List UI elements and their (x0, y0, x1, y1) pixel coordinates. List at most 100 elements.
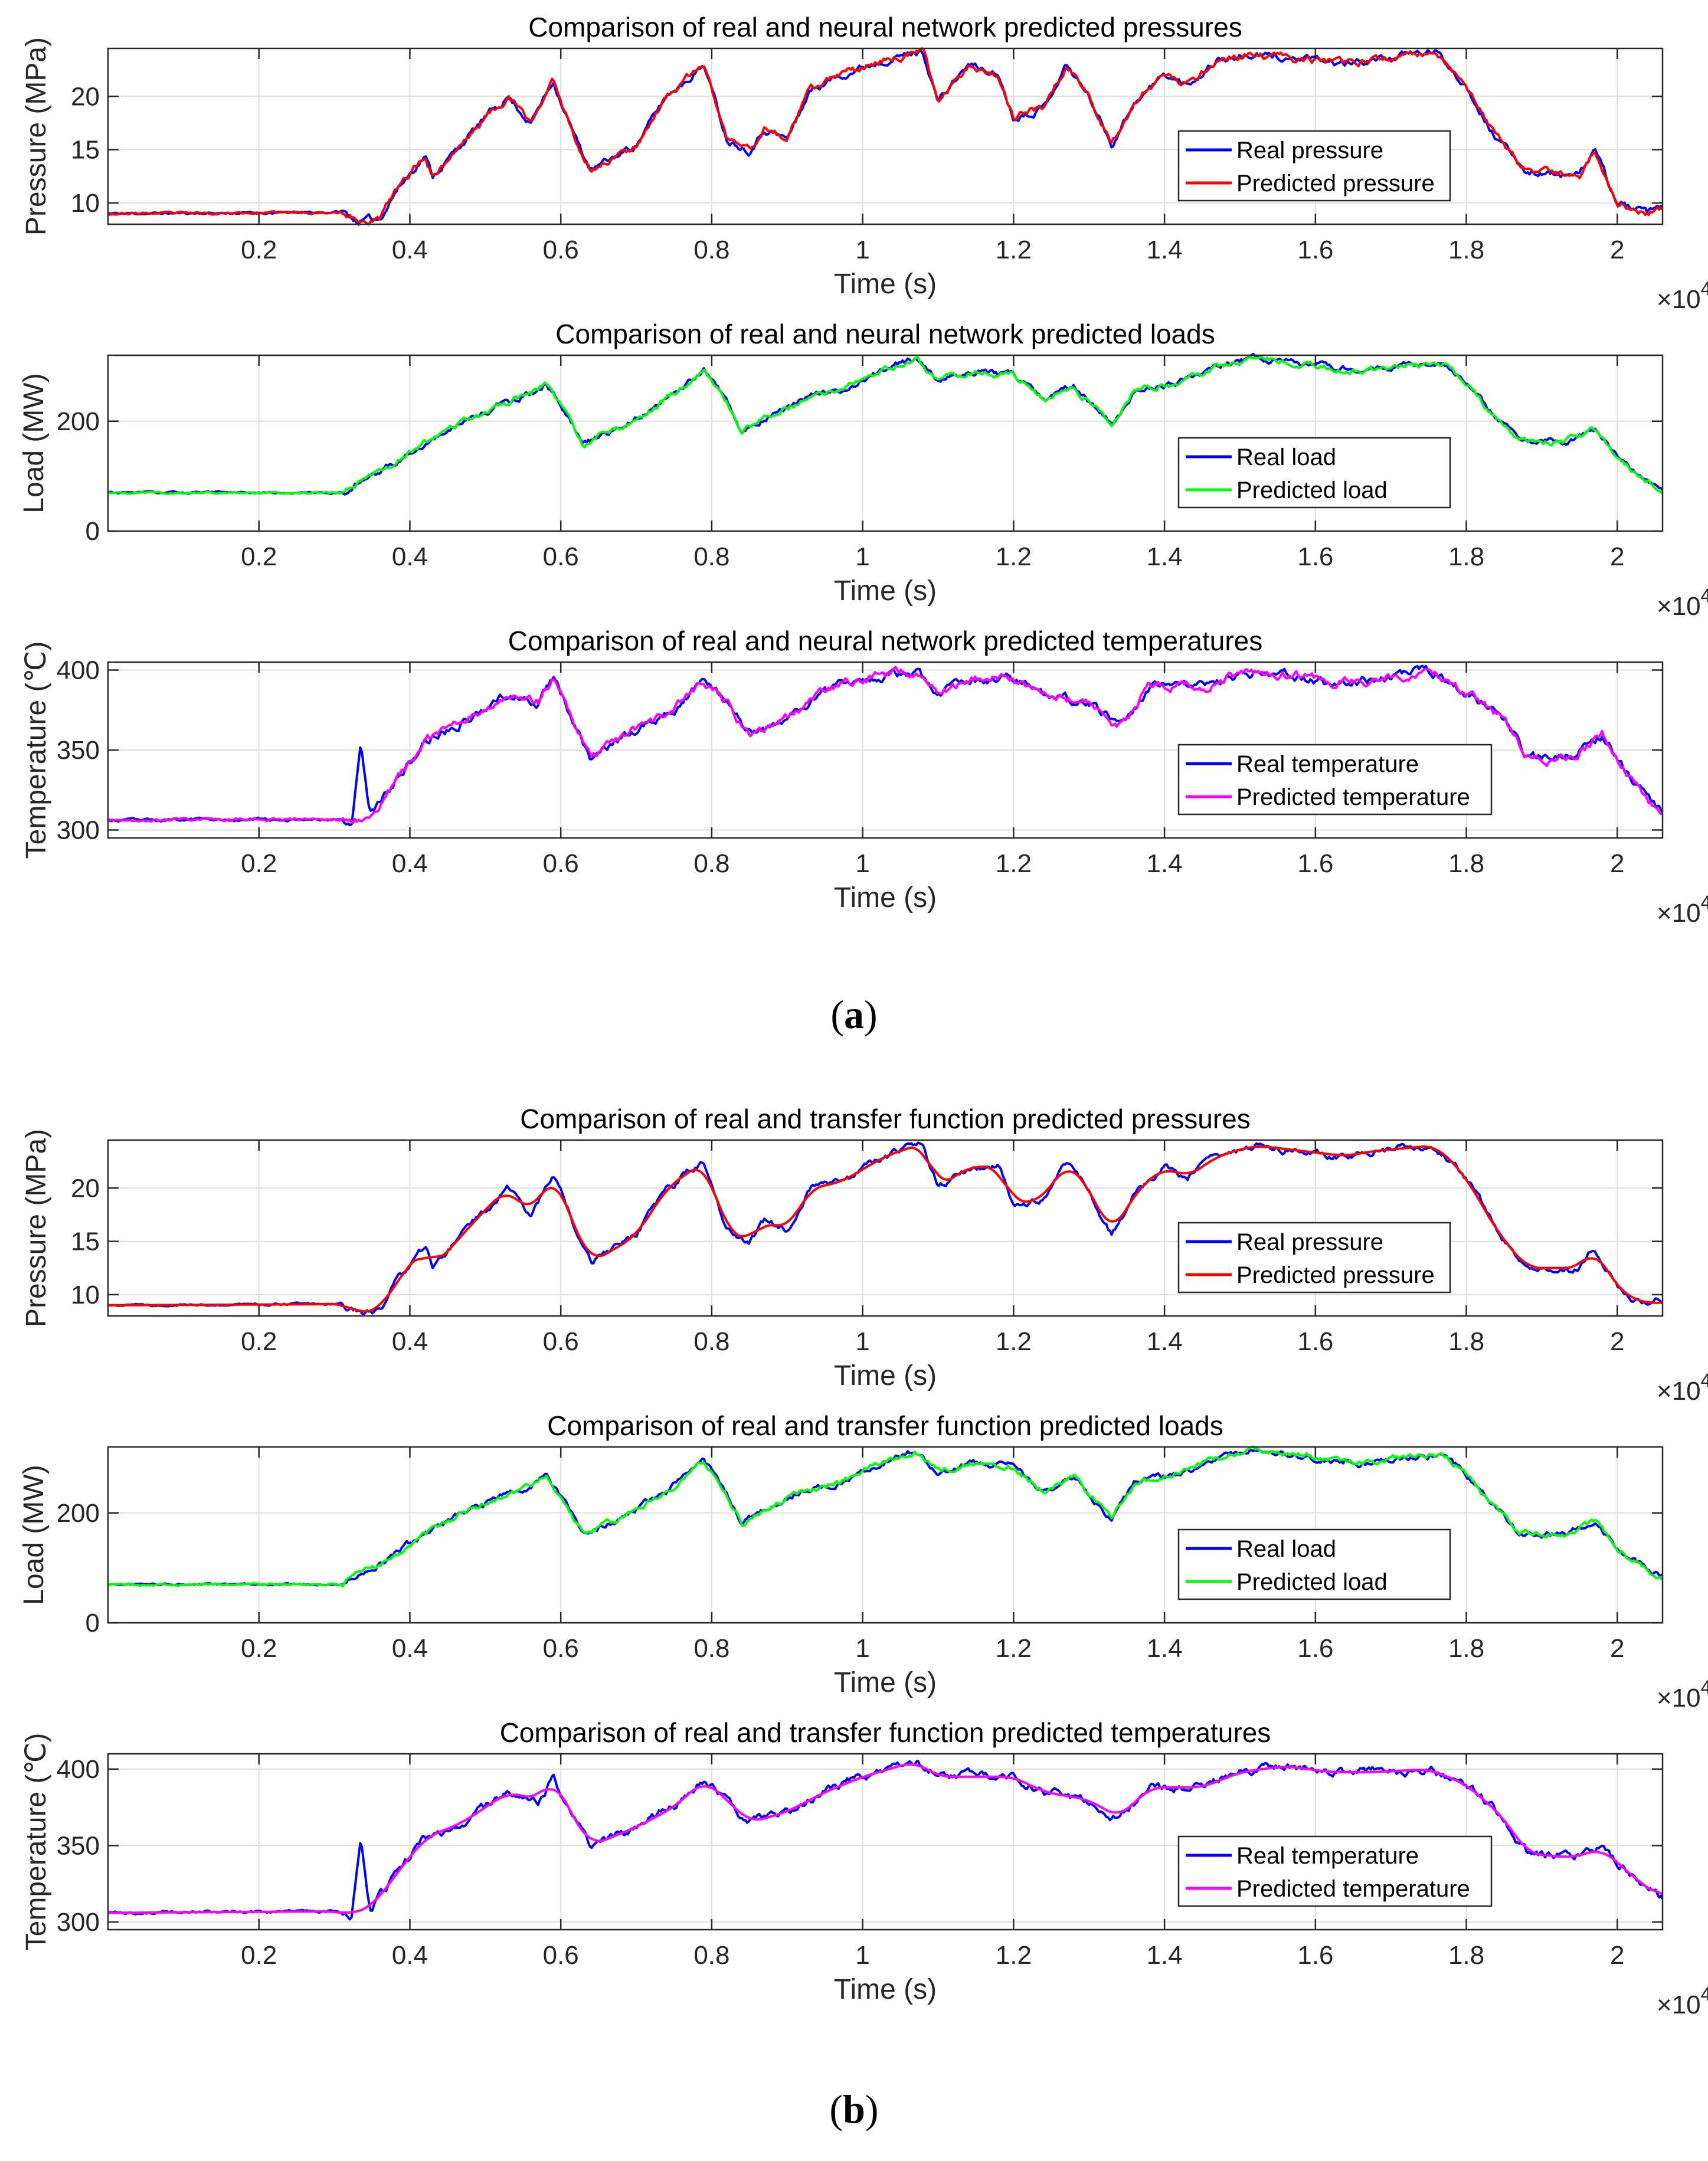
x-tick-label: 0.2 (241, 235, 277, 264)
x-tick-label: 1.8 (1448, 1327, 1484, 1356)
series-line-pred (108, 1145, 1663, 1313)
x-tick-label: 0.4 (392, 849, 428, 878)
legend-box (1177, 130, 1451, 202)
x-axis-label: Time (s) (834, 1360, 937, 1391)
x-tick-label: 0.6 (543, 542, 579, 571)
x-tick-label: 2 (1610, 542, 1624, 571)
y-axis-label: Pressure (MPa) (21, 37, 52, 235)
x-tick-label: 0.6 (543, 1941, 579, 1970)
series-line-pred (108, 1763, 1663, 1914)
x-tick-label: 1 (855, 1941, 869, 1970)
legend-label-real: Real load (1236, 1536, 1336, 1562)
x-tick-label: 1 (855, 1634, 869, 1663)
legend-label-pred: Predicted pressure (1236, 171, 1435, 197)
x-tick-label: 1.8 (1448, 542, 1484, 571)
y-axis-label: Temperature (℃) (21, 1733, 52, 1951)
chart-title: Comparison of real and transfer function… (520, 1104, 1251, 1134)
y-tick-label: 0 (86, 1609, 100, 1638)
x-exponent-label: ×104 (1657, 1983, 1708, 2019)
x-tick-label: 1.8 (1448, 235, 1484, 264)
y-tick-label: 400 (57, 656, 100, 685)
y-tick-label: 350 (57, 1831, 100, 1860)
axes-box (107, 1139, 1664, 1317)
y-tick-label: 300 (57, 1908, 100, 1937)
legend-box (1177, 1835, 1493, 1907)
x-exponent-label: ×104 (1657, 278, 1708, 314)
x-tick-label: 1.6 (1297, 1634, 1333, 1663)
legend-label-real: Real pressure (1236, 137, 1383, 163)
x-tick-label: 1.4 (1147, 1941, 1183, 1970)
x-tick-label: 0.6 (543, 1327, 579, 1356)
x-tick-label: 1.2 (996, 542, 1032, 571)
x-tick-label: 0.6 (543, 849, 579, 878)
axes-box (107, 47, 1664, 225)
legend-label-pred: Predicted load (1236, 1569, 1388, 1595)
chart-title: Comparison of real and transfer function… (500, 1717, 1271, 1748)
x-exponent-base: ×10 (1657, 1377, 1701, 1406)
chart-title: Comparison of real and neural network pr… (508, 626, 1262, 656)
x-tick-label: 0.4 (392, 1941, 428, 1970)
x-tick-label: 1.6 (1297, 235, 1333, 264)
x-tick-label: 1.6 (1297, 849, 1333, 878)
y-tick-label: 350 (57, 736, 100, 765)
x-tick-label: 0.4 (392, 542, 428, 571)
chart-a-temperature: 0.2 0.4 0.6 0.8 1 1.2 1.4 1.6 1.8 2 300 350 400 Compa… (21, 626, 1708, 928)
legend: Real temperature Predicted temperature (1177, 1835, 1493, 1907)
chart-a-load: 0.2 0.4 0.6 0.8 1 1.2 1.4 1.6 1.8 2 0 200 Comparison… (18, 319, 1708, 621)
x-tick-label: 1 (855, 542, 869, 571)
x-tick-label: 1 (855, 235, 869, 264)
x-exponent-label: ×104 (1657, 1677, 1708, 1713)
series-line-real (107, 352, 1664, 496)
x-tick-label: 0.4 (392, 1327, 428, 1356)
series-line-pred (107, 666, 1663, 824)
y-axis-label: Temperature (℃) (21, 641, 52, 859)
x-tick-label: 1.4 (1147, 235, 1183, 264)
x-tick-label: 0.2 (241, 849, 277, 878)
legend-label-pred: Predicted load (1236, 477, 1388, 503)
x-tick-label: 1.8 (1448, 1634, 1484, 1663)
y-tick-label: 200 (57, 407, 100, 436)
series-line-real (107, 49, 1664, 226)
legend-box (1177, 744, 1493, 816)
x-exponent-base: ×10 (1657, 592, 1701, 621)
legend-box (1177, 437, 1451, 509)
legend-label-real: Real temperature (1236, 751, 1419, 777)
x-axis-label: Time (s) (834, 1667, 937, 1698)
x-tick-label: 0.6 (543, 235, 579, 264)
x-tick-label: 0.2 (241, 1634, 277, 1663)
y-tick-label: 200 (57, 1499, 100, 1528)
y-tick-label: 20 (71, 1174, 100, 1203)
x-exponent-label: ×104 (1657, 892, 1708, 928)
x-tick-label: 0.8 (693, 1327, 729, 1356)
x-exponent-power: 4 (1701, 1370, 1708, 1391)
caption-b-label: b (843, 2087, 865, 2131)
x-tick-label: 2 (1610, 849, 1624, 878)
x-tick-label: 0.8 (693, 1941, 729, 1970)
x-tick-label: 1.6 (1297, 542, 1333, 571)
chart-a-pressure: 0.2 0.4 0.6 0.8 1 1.2 1.4 1.6 1.8 2 10 15 20 Comparis… (21, 12, 1708, 314)
x-tick-label: 0.4 (392, 1634, 428, 1663)
x-tick-label: 0.2 (241, 1327, 277, 1356)
x-tick-label: 1.4 (1147, 542, 1183, 571)
x-tick-label: 0.8 (693, 849, 729, 878)
legend-label-real: Real temperature (1236, 1843, 1419, 1869)
y-tick-label: 300 (57, 816, 100, 844)
x-tick-label: 1.6 (1297, 1327, 1333, 1356)
x-exponent-base: ×10 (1657, 285, 1701, 314)
x-tick-label: 2 (1610, 1327, 1624, 1356)
x-tick-label: 1.2 (996, 1327, 1032, 1356)
y-tick-label: 10 (71, 189, 100, 218)
chart-title: Comparison of real and neural network pr… (555, 319, 1215, 349)
chart-title: Comparison of real and neural network pr… (528, 12, 1242, 42)
x-tick-label: 1.8 (1448, 1941, 1484, 1970)
x-axis-label: Time (s) (834, 269, 937, 300)
axes-box (107, 1446, 1664, 1624)
x-exponent-base: ×10 (1657, 1684, 1701, 1713)
x-tick-label: 1.4 (1147, 849, 1183, 878)
x-axis-label: Time (s) (834, 1974, 937, 2005)
x-tick-label: 0.8 (693, 235, 729, 264)
legend: Real pressure Predicted pressure (1177, 1222, 1451, 1294)
x-tick-label: 1.4 (1147, 1634, 1183, 1663)
x-tick-label: 1 (855, 849, 869, 878)
